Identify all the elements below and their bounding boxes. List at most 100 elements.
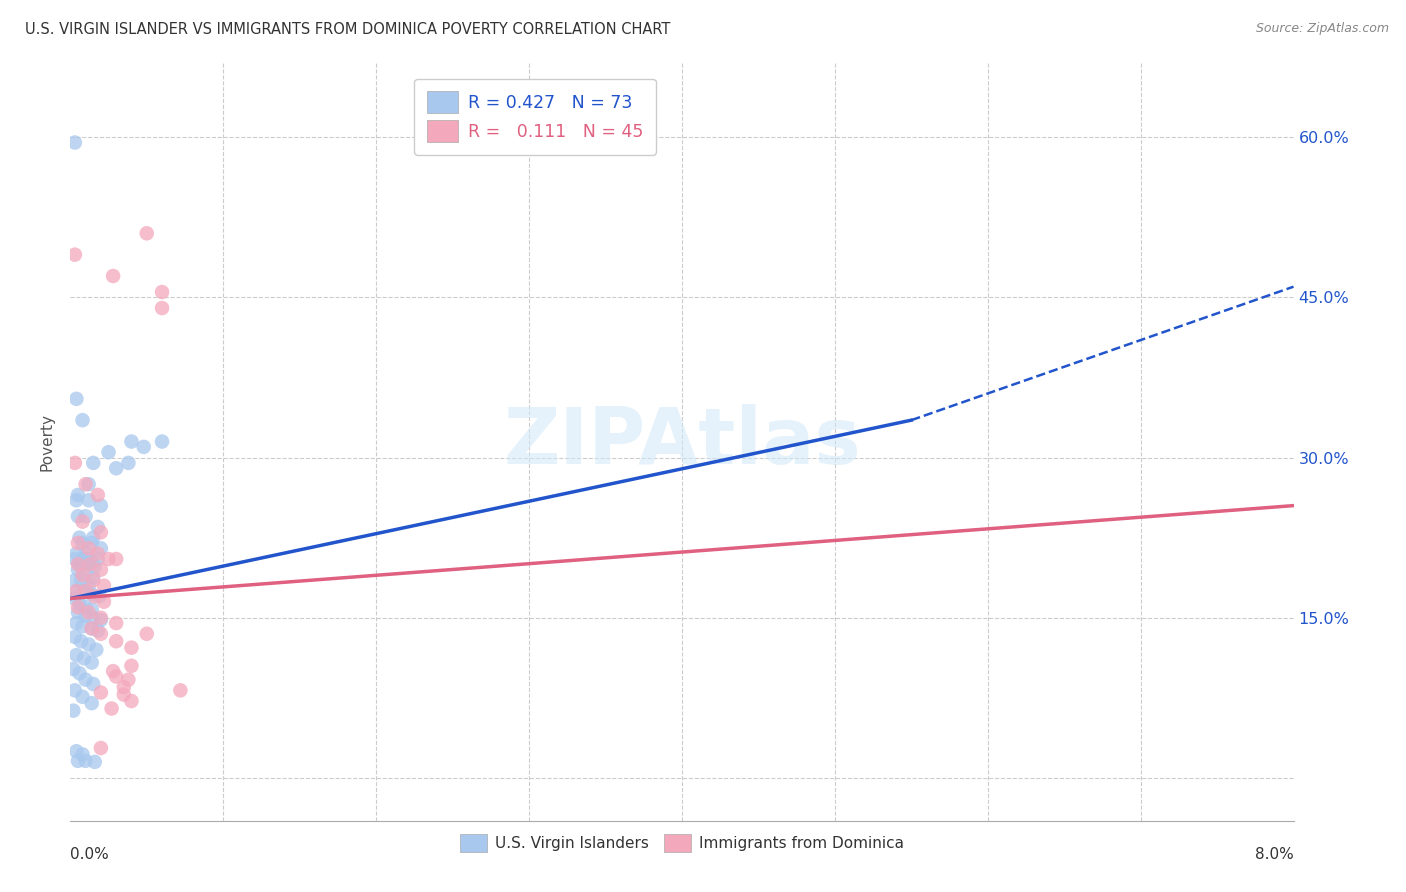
Text: ZIPAtlas: ZIPAtlas xyxy=(503,403,860,480)
Point xyxy=(83,590,105,604)
Point xyxy=(82,570,104,584)
Point xyxy=(89,590,111,604)
Point xyxy=(62,662,84,676)
Point xyxy=(69,666,91,681)
Point xyxy=(121,658,143,673)
Point xyxy=(69,531,91,545)
Point xyxy=(72,515,94,529)
Point xyxy=(90,499,112,513)
Point xyxy=(72,536,94,550)
Point xyxy=(82,677,104,691)
Point xyxy=(63,456,86,470)
Point xyxy=(117,456,139,470)
Point xyxy=(93,595,115,609)
Point xyxy=(63,136,86,150)
Point xyxy=(72,413,94,427)
Text: U.S. VIRGIN ISLANDER VS IMMIGRANTS FROM DOMINICA POVERTY CORRELATION CHART: U.S. VIRGIN ISLANDER VS IMMIGRANTS FROM … xyxy=(25,22,671,37)
Point xyxy=(63,574,86,588)
Point xyxy=(150,301,173,315)
Point xyxy=(69,597,91,611)
Point xyxy=(90,611,112,625)
Point xyxy=(97,445,120,459)
Point xyxy=(65,392,87,406)
Point xyxy=(80,696,103,710)
Point xyxy=(132,440,155,454)
Point xyxy=(77,579,100,593)
Point xyxy=(75,509,97,524)
Point xyxy=(65,547,87,561)
Point xyxy=(101,664,124,678)
Point xyxy=(121,434,143,449)
Point xyxy=(105,634,128,648)
Point xyxy=(83,755,105,769)
Point xyxy=(105,616,128,631)
Point xyxy=(63,552,86,566)
Point xyxy=(87,552,110,566)
Point xyxy=(66,536,89,550)
Point xyxy=(70,574,93,588)
Point xyxy=(72,568,94,582)
Text: Source: ZipAtlas.com: Source: ZipAtlas.com xyxy=(1256,22,1389,36)
Point xyxy=(72,552,94,566)
Point xyxy=(69,558,91,572)
Point xyxy=(82,531,104,545)
Point xyxy=(169,683,191,698)
Point xyxy=(135,626,157,640)
Point xyxy=(135,227,157,241)
Point xyxy=(90,741,112,756)
Point xyxy=(82,611,104,625)
Point xyxy=(65,584,87,599)
Point xyxy=(79,552,101,566)
Point xyxy=(75,477,97,491)
Point xyxy=(66,558,89,572)
Point xyxy=(117,673,139,687)
Point xyxy=(75,608,97,623)
Point xyxy=(75,547,97,561)
Point xyxy=(112,680,135,694)
Point xyxy=(90,541,112,556)
Point xyxy=(70,634,93,648)
Point xyxy=(66,606,89,620)
Point xyxy=(77,477,100,491)
Point xyxy=(105,552,128,566)
Point xyxy=(121,640,143,655)
Point xyxy=(80,587,103,601)
Point xyxy=(72,690,94,704)
Legend: U.S. Virgin Islanders, Immigrants from Dominica: U.S. Virgin Islanders, Immigrants from D… xyxy=(454,828,910,858)
Point xyxy=(75,566,97,580)
Point xyxy=(87,624,110,638)
Point xyxy=(63,630,86,644)
Point xyxy=(66,600,89,615)
Point xyxy=(87,520,110,534)
Point xyxy=(83,559,105,574)
Point xyxy=(72,747,94,762)
Point xyxy=(82,456,104,470)
Point xyxy=(66,563,89,577)
Point xyxy=(84,642,107,657)
Point xyxy=(75,600,97,615)
Point xyxy=(63,591,86,606)
Point xyxy=(66,488,89,502)
Point xyxy=(80,536,103,550)
Y-axis label: Poverty: Poverty xyxy=(39,412,55,471)
Point xyxy=(80,622,103,636)
Point xyxy=(80,602,103,616)
Point xyxy=(90,613,112,627)
Point xyxy=(77,558,100,572)
Point xyxy=(73,651,96,665)
Point xyxy=(65,493,87,508)
Point xyxy=(93,579,115,593)
Point xyxy=(112,688,135,702)
Point xyxy=(66,509,89,524)
Point xyxy=(62,704,84,718)
Point xyxy=(77,541,100,556)
Point xyxy=(77,637,100,651)
Point xyxy=(105,669,128,683)
Point xyxy=(63,683,86,698)
Point xyxy=(82,574,104,588)
Point xyxy=(121,694,143,708)
Point xyxy=(65,648,87,662)
Point xyxy=(77,493,100,508)
Point xyxy=(87,547,110,561)
Point xyxy=(75,673,97,687)
